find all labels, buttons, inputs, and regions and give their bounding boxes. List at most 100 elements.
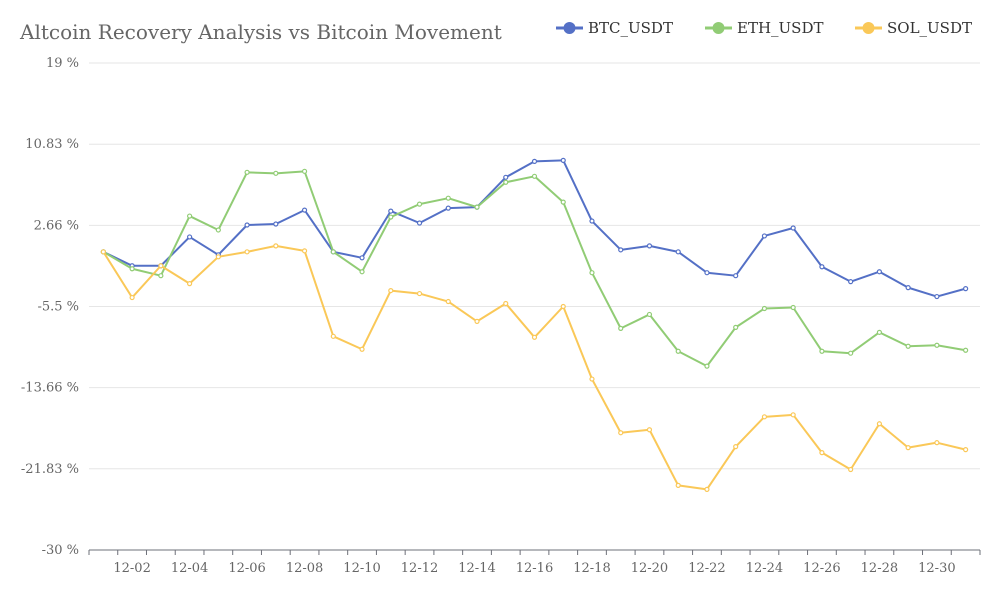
data-point-sol-usdt [244,249,250,255]
x-tick-label: 12-28 [861,561,898,576]
data-point-sol-usdt [646,427,653,433]
data-point-eth-usdt [963,347,969,353]
x-tick-label: 12-18 [573,561,610,576]
data-point-eth-usdt [474,204,480,210]
x-tick-label: 12-20 [631,561,668,576]
y-tick-label: 2.66 % [34,218,79,233]
data-point-sol-usdt [790,412,796,418]
y-tick-label: -30 % [42,543,79,558]
data-point-btc-usdt [790,225,796,231]
data-point-eth-usdt [129,266,135,272]
data-point-eth-usdt [330,249,336,255]
data-point-sol-usdt [474,318,480,325]
legend-item-sol-usdt: SOL_USDT [855,19,972,37]
data-point-sol-usdt [876,421,883,427]
data-point-eth-usdt [158,273,164,279]
data-point-btc-usdt [934,293,940,300]
legend-marker [563,22,576,34]
data-point-sol-usdt [531,334,538,340]
data-point-eth-usdt [848,350,854,356]
data-point-btc-usdt [503,174,509,180]
data-point-eth-usdt [503,179,509,185]
data-point-sol-usdt [129,294,135,301]
data-point-eth-usdt [273,170,279,176]
data-point-btc-usdt [819,264,825,270]
data-point-sol-usdt [301,248,308,254]
data-point-btc-usdt [761,233,768,239]
data-point-eth-usdt [186,213,193,219]
series-line-btc-usdt [102,159,966,298]
data-point-eth-usdt [704,363,710,369]
x-tick-label: 12-26 [803,561,840,576]
data-point-sol-usdt [215,254,221,260]
data-point-sol-usdt [186,281,193,287]
data-point-eth-usdt [531,173,538,179]
data-point-sol-usdt [445,298,451,305]
series-line-sol-usdt [102,244,966,491]
x-tick-label: 12-10 [343,561,380,576]
data-point-sol-usdt [560,303,566,310]
data-point-eth-usdt [733,324,739,330]
data-point-btc-usdt [273,221,279,227]
legend-label: BTC_USDT [588,19,673,37]
x-tick-label: 12-24 [746,561,783,576]
data-point-btc-usdt [618,247,624,253]
data-point-sol-usdt [330,333,336,339]
x-tick-label: 12-06 [228,561,265,576]
legend-item-btc-usdt: BTC_USDT [556,19,673,37]
data-point-eth-usdt [244,169,250,175]
data-point-eth-usdt [445,195,451,201]
data-point-sol-usdt [733,444,739,450]
data-point-btc-usdt [675,249,681,255]
data-point-btc-usdt [186,234,193,240]
data-point-sol-usdt [675,482,681,488]
data-point-btc-usdt [388,208,394,214]
data-point-btc-usdt [589,218,595,224]
legend-marker [712,22,725,34]
data-point-sol-usdt [963,447,969,453]
data-point-eth-usdt [646,311,653,318]
data-point-btc-usdt [244,222,250,228]
data-point-btc-usdt [733,273,739,279]
x-tick-label: 12-22 [688,561,725,576]
data-point-eth-usdt [301,168,308,174]
data-point-btc-usdt [359,255,365,261]
y-tick-label: 10.83 % [25,137,79,152]
data-point-sol-usdt [618,430,624,436]
data-point-sol-usdt [905,445,911,451]
data-point-sol-usdt [761,414,768,420]
legend-marker [862,22,875,34]
legend-item-eth-usdt: ETH_USDT [705,19,823,37]
data-point-btc-usdt [963,286,969,292]
data-point-btc-usdt [445,205,451,211]
data-point-eth-usdt [618,325,624,331]
y-tick-label: -5.5 % [37,300,79,315]
data-point-btc-usdt [560,157,566,163]
data-point-eth-usdt [675,348,681,354]
data-point-eth-usdt [905,343,911,349]
data-point-btc-usdt [531,158,538,164]
data-point-btc-usdt [704,270,710,276]
data-point-sol-usdt [934,440,940,446]
x-tick-label: 12-30 [918,561,955,576]
x-tick-label: 12-08 [286,561,323,576]
data-point-btc-usdt [905,285,911,291]
data-point-sol-usdt [848,466,854,473]
data-point-btc-usdt [301,207,308,213]
data-point-sol-usdt [158,263,164,269]
y-tick-label: 19 % [46,56,79,71]
data-point-sol-usdt [503,300,509,307]
data-point-eth-usdt [790,304,796,311]
data-point-eth-usdt [416,201,423,207]
data-point-sol-usdt [589,376,595,382]
data-point-eth-usdt [761,305,768,312]
data-point-eth-usdt [819,348,825,354]
legend-label: ETH_USDT [737,19,823,37]
data-point-btc-usdt [646,243,653,249]
x-tick-label: 12-04 [171,561,208,576]
data-point-eth-usdt [359,269,365,275]
data-point-eth-usdt [876,329,883,335]
data-point-eth-usdt [388,214,394,220]
data-point-btc-usdt [876,269,883,275]
data-point-sol-usdt [416,290,423,297]
